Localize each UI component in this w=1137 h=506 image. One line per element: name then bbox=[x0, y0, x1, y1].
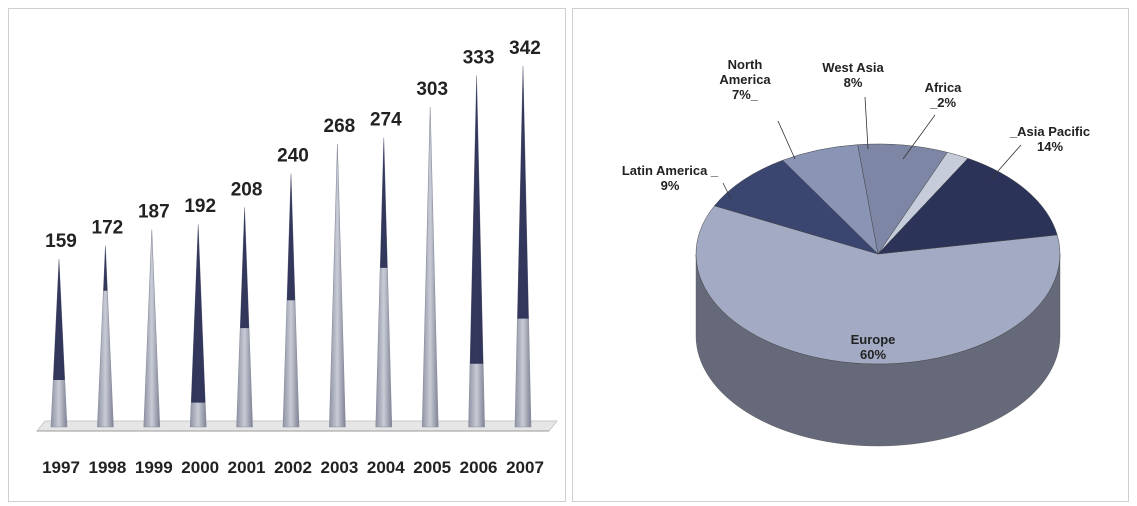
bar-overlay-1997 bbox=[53, 259, 65, 380]
bar-overlay-2000 bbox=[191, 224, 206, 403]
x-tick-label: 2003 bbox=[320, 458, 358, 477]
leader-line bbox=[722, 182, 732, 200]
bar-overlay-2004 bbox=[380, 137, 388, 268]
pie-chart-panel: Europe 60% Latin America _ 9% North America 7%… bbox=[572, 8, 1129, 502]
pie-slice-west-asia bbox=[857, 143, 948, 255]
x-tick-label: 2007 bbox=[506, 458, 544, 477]
value-label: 159 bbox=[45, 231, 77, 252]
leader-line bbox=[902, 114, 936, 160]
bar-overlay-2007 bbox=[517, 65, 529, 319]
value-label: 268 bbox=[324, 116, 356, 137]
x-tick-label: 2004 bbox=[367, 458, 405, 477]
value-label: 208 bbox=[231, 179, 263, 200]
x-tick-label: 2000 bbox=[181, 458, 219, 477]
x-tick-label: 2005 bbox=[413, 458, 451, 477]
leader-line bbox=[864, 96, 869, 150]
leader-line bbox=[990, 144, 1022, 180]
x-tick-label: 1998 bbox=[88, 458, 126, 477]
x-tick-label: 2006 bbox=[460, 458, 498, 477]
bar-chart-panel: 159 1997 172 1998 187 1999 192 2000 208 2001 240 20… bbox=[8, 8, 566, 502]
label-africa: Africa _2% bbox=[925, 80, 963, 110]
pie-chart: Europe 60% Latin America _ 9% North America 7%… bbox=[622, 57, 1090, 447]
value-label: 274 bbox=[370, 110, 402, 131]
pie-slice-europe bbox=[695, 205, 1061, 365]
label-north-america: North America 7%_ bbox=[719, 57, 771, 102]
bar-1998 bbox=[97, 245, 114, 428]
label-latin-america: Latin America _ 9% bbox=[622, 163, 719, 193]
label-asia-pacific: _Asia Pacific 14% bbox=[1009, 124, 1090, 154]
x-tick-label: 2002 bbox=[274, 458, 312, 477]
value-label: 240 bbox=[277, 146, 309, 167]
bar-1999 bbox=[143, 229, 161, 428]
bar-chart: 159 1997 172 1998 187 1999 192 2000 208 2001 240 20… bbox=[35, 38, 559, 477]
label-west-asia: West Asia 8% bbox=[822, 60, 884, 90]
value-label: 187 bbox=[138, 201, 170, 222]
bar-overlay-2006 bbox=[470, 75, 484, 364]
x-tick-label: 2001 bbox=[228, 458, 266, 477]
value-label: 303 bbox=[416, 79, 448, 100]
bar-overlay-2002 bbox=[287, 173, 295, 301]
bar-2004 bbox=[375, 137, 393, 428]
pie-slice-asia-pacific bbox=[877, 158, 1058, 255]
pie-slice-latin-america bbox=[713, 160, 879, 255]
value-label: 333 bbox=[463, 47, 495, 68]
value-label: 342 bbox=[509, 38, 541, 59]
bar-2005 bbox=[421, 106, 439, 428]
leader-line bbox=[777, 120, 796, 160]
bar-overlay-2001 bbox=[240, 207, 249, 329]
x-tick-label: 1999 bbox=[135, 458, 173, 477]
bar-overlay-1998 bbox=[103, 245, 108, 291]
label-europe: Europe 60% bbox=[851, 332, 896, 362]
x-tick-label: 1997 bbox=[42, 458, 80, 477]
value-label: 172 bbox=[92, 217, 124, 238]
bar-2003 bbox=[329, 143, 346, 428]
value-label: 192 bbox=[184, 196, 216, 217]
